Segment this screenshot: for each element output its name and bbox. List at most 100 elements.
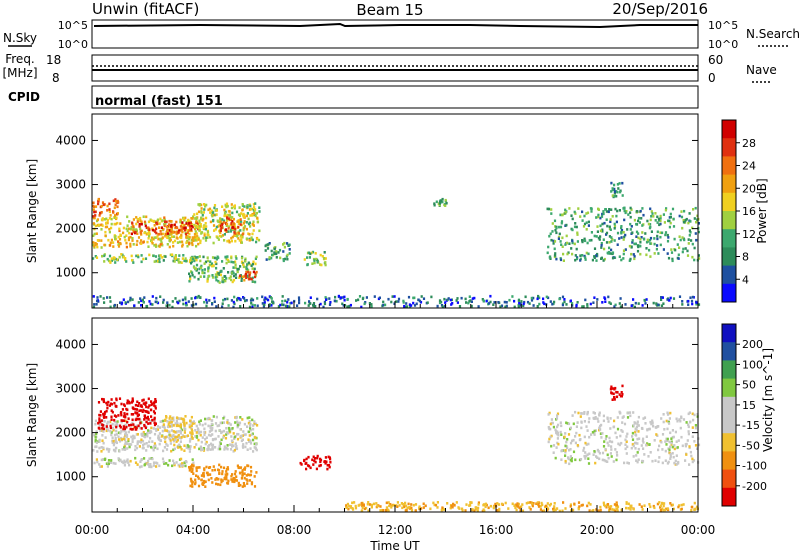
range-cell: [171, 417, 174, 420]
range-cell: [659, 509, 662, 512]
range-cell: [249, 428, 252, 432]
range-cell: [165, 429, 168, 432]
range-cell: [215, 266, 218, 270]
range-cell: [226, 466, 229, 469]
range-cell: [203, 430, 206, 434]
range-cell: [651, 212, 654, 215]
range-cell: [221, 278, 224, 282]
range-cell: [564, 449, 567, 452]
range-cell: [243, 220, 246, 223]
range-cell: [690, 239, 693, 242]
range-cell: [662, 213, 665, 216]
range-cell: [216, 275, 219, 279]
range-cell: [581, 239, 584, 242]
range-cell: [305, 457, 308, 461]
range-cell: [616, 454, 619, 457]
range-cell: [223, 233, 226, 236]
range-cell: [554, 228, 557, 232]
range-cell: [99, 422, 102, 425]
range-cell: [426, 301, 429, 304]
range-cell: [678, 295, 682, 298]
range-cell: [662, 420, 665, 424]
range-cell: [93, 210, 96, 214]
range-cell: [249, 442, 253, 445]
range-cell: [122, 461, 125, 465]
range-cell: [552, 444, 556, 447]
range-cell: [136, 414, 139, 418]
range-cell: [680, 215, 684, 219]
range-cell: [596, 456, 599, 459]
range-cell: [139, 426, 142, 430]
range-cell: [574, 435, 577, 438]
range-cell: [668, 219, 671, 223]
range-cell: [532, 502, 535, 505]
range-cell: [136, 433, 139, 436]
range-cell: [639, 240, 642, 244]
range-cell: [230, 435, 233, 438]
range-cell: [224, 436, 228, 440]
range-cell: [92, 234, 95, 237]
range-cell: [114, 214, 117, 217]
range-cell: [564, 461, 567, 464]
range-cell: [552, 451, 555, 454]
range-cell: [127, 424, 131, 427]
range-cell: [223, 239, 226, 242]
range-cell: [574, 458, 577, 462]
range-cell: [212, 465, 215, 468]
range-cell: [583, 254, 586, 258]
range-cell: [665, 207, 668, 210]
range-cell: [457, 506, 460, 509]
range-cell: [175, 220, 178, 224]
range-cell: [196, 235, 199, 238]
range-cell: [149, 436, 152, 440]
range-cell: [198, 229, 201, 232]
range-cell: [571, 239, 574, 243]
range-cell: [444, 204, 447, 207]
range-cell: [688, 445, 691, 448]
range-cell: [227, 227, 230, 230]
range-cell: [585, 221, 588, 224]
range-cell: [219, 231, 222, 234]
range-cell: [681, 250, 684, 254]
range-cell: [602, 501, 605, 505]
range-cell: [519, 304, 522, 307]
range-cell: [213, 468, 217, 472]
range-cell: [146, 415, 149, 419]
range-cell: [167, 232, 170, 235]
range-cell: [178, 465, 181, 468]
range-cell: [600, 242, 603, 245]
range-cell: [174, 422, 177, 425]
range-cell: [440, 304, 444, 307]
range-cell: [319, 460, 322, 464]
colorbar-tick-label: 4: [742, 273, 749, 286]
range-cell: [601, 451, 605, 455]
range-cell: [209, 425, 212, 428]
range-cell: [162, 301, 165, 304]
range-cell: [646, 219, 649, 223]
range-cell: [595, 259, 598, 262]
range-cell: [132, 261, 135, 264]
range-cell: [193, 259, 196, 263]
range-cell: [693, 501, 696, 505]
range-cell: [608, 436, 611, 440]
scatter-region: [264, 241, 291, 263]
range-cell: [242, 482, 245, 485]
range-cell: [252, 220, 255, 224]
range-cell: [696, 218, 699, 221]
range-cell: [131, 237, 134, 240]
range-cell: [441, 305, 444, 308]
range-cell: [100, 419, 103, 422]
range-cell: [407, 295, 411, 299]
range-cell: [678, 246, 681, 249]
range-cell: [142, 402, 145, 405]
range-cell: [124, 415, 127, 419]
range-cell: [144, 224, 147, 228]
range-cell: [610, 445, 613, 448]
range-cell: [681, 236, 684, 239]
range-cell: [183, 223, 186, 227]
range-cell: [357, 298, 360, 302]
range-cell: [94, 214, 97, 217]
range-cell: [218, 444, 221, 447]
range-cell: [166, 243, 169, 246]
range-cell: [172, 448, 175, 452]
